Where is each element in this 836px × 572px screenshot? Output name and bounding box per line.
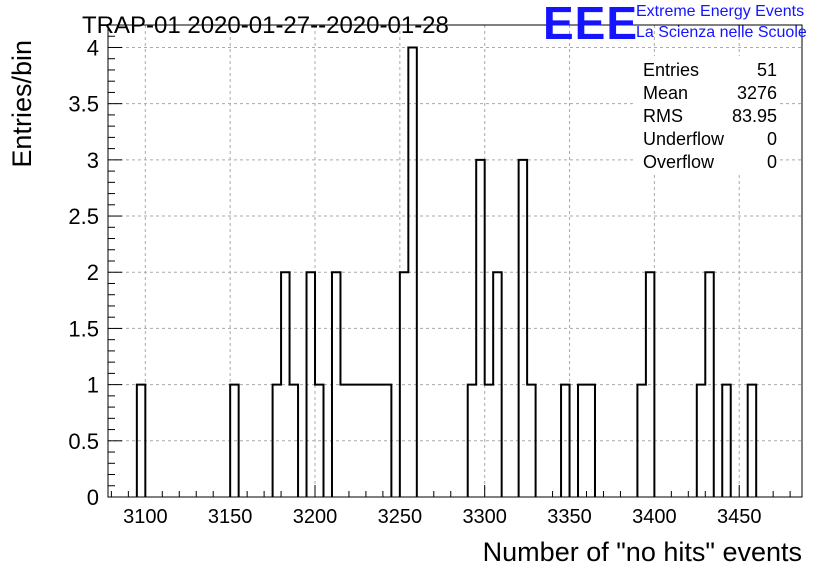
y-tick-label: 0 [87, 485, 99, 510]
histogram-bin-group [466, 158, 503, 497]
histogram-bin-group [398, 46, 418, 497]
chart-title: TRAP-01 2020-01-27--2020-01-28 [82, 12, 449, 39]
histogram-bin-group [746, 383, 758, 497]
histogram-bars [135, 46, 758, 497]
y-tick-label: 1 [87, 373, 99, 398]
histogram-bin-group [560, 383, 571, 497]
stats-box: Entries 51 Mean 3276 RMS 83.95 Underflow 0 Overf… [636, 56, 780, 174]
histogram-bin-group [636, 271, 656, 497]
stats-value: 51 [757, 60, 777, 80]
y-tick-label: 1.5 [68, 316, 99, 341]
x-axis-label: Number of "no hits" events [483, 537, 802, 567]
y-tick-label: 0.5 [68, 429, 99, 454]
tick-labels: 3100 3150 3200 3250 3300 3350 3400 3450 0 0.5 1 1.5… [68, 35, 761, 528]
y-tick-label: 3.5 [68, 92, 99, 117]
x-tick-label: 3100 [123, 506, 168, 528]
histogram-bin-group [721, 383, 732, 497]
logo-line-2: La Scienza nelle Scuole [636, 24, 807, 41]
x-tick-label: 3200 [293, 506, 338, 528]
histogram-bin-group [305, 271, 325, 497]
axis-ticks [108, 24, 791, 498]
histogram-bin-group [135, 383, 147, 497]
stats-label: Entries [643, 60, 699, 80]
histogram-bin-group [330, 271, 393, 497]
x-tick-label: 3150 [208, 506, 253, 528]
x-tick-label: 3350 [547, 506, 592, 528]
x-tick-label: 3250 [378, 506, 423, 528]
histogram-bin-group [271, 271, 300, 497]
stats-label: Underflow [643, 129, 725, 149]
y-tick-label: 3 [87, 148, 99, 173]
y-tick-label: 4 [87, 35, 99, 60]
logo-line-1: Extreme Energy Events [636, 3, 805, 20]
stats-value: 3276 [737, 83, 777, 103]
histogram-bin-group [229, 383, 240, 497]
histogram-bin-group [577, 383, 596, 497]
x-tick-label: 3450 [717, 506, 762, 528]
x-tick-label: 3300 [462, 506, 507, 528]
stats-background [636, 56, 780, 174]
stats-value: 83.95 [732, 106, 777, 126]
stats-value: 0 [767, 129, 777, 149]
histogram-bin-group [695, 271, 715, 497]
eee-logo-mark: EEE [543, 0, 639, 49]
x-tick-label: 3400 [632, 506, 677, 528]
stats-label: Overflow [643, 152, 715, 172]
histogram-bin-group [517, 158, 537, 497]
stats-label: RMS [643, 106, 683, 126]
y-tick-label: 2 [87, 260, 99, 285]
stats-value: 0 [767, 152, 777, 172]
y-axis-label: Entries/bin [7, 40, 37, 168]
stats-label: Mean [643, 83, 688, 103]
y-tick-label: 2.5 [68, 204, 99, 229]
